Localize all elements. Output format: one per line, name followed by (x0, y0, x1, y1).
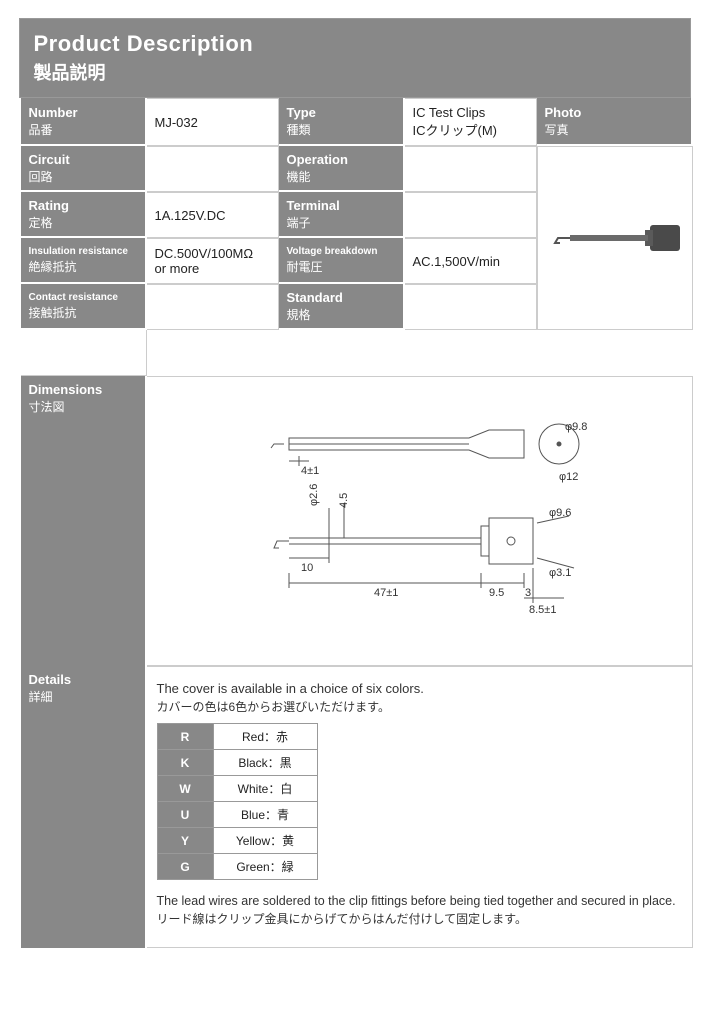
color-row: YYellow：黄 (157, 828, 317, 854)
color-name: Green：緑 (213, 854, 317, 880)
value-insulation: DC.500V/100MΩ or more (147, 238, 279, 284)
label-rating: Rating 定格 (21, 192, 147, 238)
details-content: The cover is available in a choice of si… (147, 666, 693, 948)
color-name: Red：赤 (213, 724, 317, 750)
value-rating: 1A.125V.DC (147, 192, 279, 238)
dimensions-row: Dimensions 寸法図 (19, 376, 691, 666)
value-standard (405, 284, 537, 330)
color-code: R (157, 724, 213, 750)
dim-95: 9.5 (489, 587, 504, 599)
dim-phi12: φ12 (559, 471, 578, 483)
value-number: MJ-032 (147, 98, 279, 146)
color-name: Blue：青 (213, 802, 317, 828)
color-code: G (157, 854, 213, 880)
color-row: RRed：赤 (157, 724, 317, 750)
dim-phi31: φ3.1 (549, 567, 571, 579)
value-circuit (147, 146, 279, 192)
details-intro-jp: カバーの色は6色からお選びいただけます。 (157, 698, 682, 715)
label-number: Number 品番 (21, 98, 147, 146)
color-row: GGreen：緑 (157, 854, 317, 880)
header-title-en: Product Description (34, 31, 676, 57)
details-intro-en: The cover is available in a choice of si… (157, 681, 682, 696)
color-name: Black：黒 (213, 750, 317, 776)
label-terminal: Terminal 端子 (279, 192, 405, 238)
label-circuit: Circuit 回路 (21, 146, 147, 192)
color-table: RRed：赤KBlack：黒WWhite：白UBlue：青YYellow：黄GG… (157, 723, 318, 880)
value-terminal (405, 192, 537, 238)
label-photo: Photo 写真 (537, 98, 693, 146)
details-note-en: The lead wires are soldered to the clip … (157, 894, 682, 908)
dim-phi96: φ9.6 (549, 507, 571, 519)
dim-4: 4±1 (301, 465, 319, 477)
color-name: White：白 (213, 776, 317, 802)
label-standard: Standard 規格 (279, 284, 405, 330)
value-contact-resistance (147, 284, 279, 330)
dim-45: 4.5 (338, 493, 350, 508)
label-contact-resistance: Contact resistance 接触抵抗 (21, 284, 147, 330)
label-details: Details 詳細 (21, 666, 147, 948)
value-operation (405, 146, 537, 192)
label-voltage-breakdown: Voltage breakdown 耐電圧 (279, 238, 405, 284)
dim-10: 10 (301, 562, 313, 574)
section-header: Product Description 製品説明 (19, 18, 691, 98)
label-insulation: Insulation resistance 絶縁抵抗 (21, 238, 147, 284)
value-voltage-breakdown: AC.1,500V/min (405, 238, 537, 284)
dimensions-svg: 4±1 φ9.8 φ12 φ2.6 4.5 10 47±1 9.5 3 8.5±… (229, 408, 609, 628)
spec-grid: Number 品番 MJ-032 Type 種類 IC Test Clips I… (19, 98, 691, 376)
dim-phi26: φ2.6 (308, 484, 320, 506)
header-title-jp: 製品説明 (34, 59, 676, 85)
product-image (540, 213, 690, 263)
color-row: WWhite：白 (157, 776, 317, 802)
color-name: Yellow：黄 (213, 828, 317, 854)
photo-cell (537, 146, 693, 330)
color-code: Y (157, 828, 213, 854)
label-operation: Operation 機能 (279, 146, 405, 192)
details-row: Details 詳細 The cover is available in a c… (19, 666, 691, 948)
color-code: W (157, 776, 213, 802)
dim-3: 3 (525, 587, 531, 599)
color-row: KBlack：黒 (157, 750, 317, 776)
dim-85: 8.5±1 (529, 604, 556, 616)
color-row: UBlue：青 (157, 802, 317, 828)
dimensions-diagram: 4±1 φ9.8 φ12 φ2.6 4.5 10 47±1 9.5 3 8.5±… (147, 376, 693, 666)
dim-phi98: φ9.8 (565, 421, 587, 433)
label-type: Type 種類 (279, 98, 405, 146)
color-code: U (157, 802, 213, 828)
dim-47: 47±1 (374, 587, 398, 599)
photo-cell-bottom-spacer (21, 330, 147, 376)
color-code: K (157, 750, 213, 776)
details-note-jp: リード線はクリップ金具にからげてからはんだ付けして固定します。 (157, 910, 682, 927)
label-dimensions: Dimensions 寸法図 (21, 376, 147, 666)
value-type: IC Test Clips ICクリップ(M) (405, 98, 537, 146)
